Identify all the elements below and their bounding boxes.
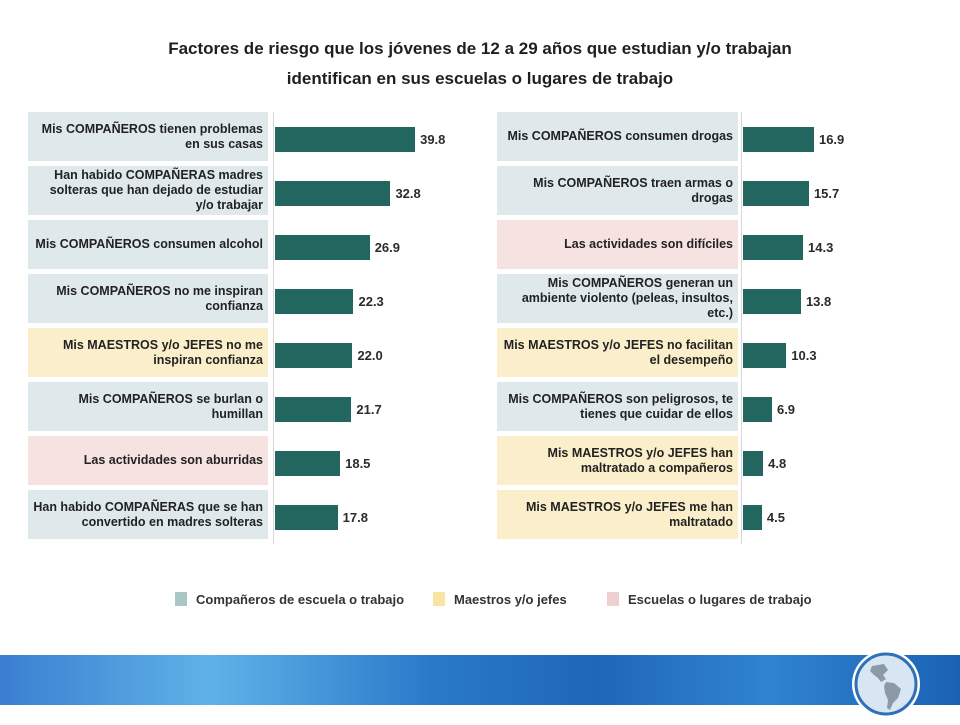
- right-bar-chart: Mis COMPAÑEROS consumen drogas 16.9 Mis CO…: [497, 112, 857, 544]
- right-category-label: Las actividades son difíciles: [497, 220, 738, 269]
- right-bar: [743, 181, 809, 206]
- right-chart-row: Mis MAESTROS y/o JEFES no facilitan el d…: [497, 328, 857, 378]
- right-chart-row: Mis COMPAÑEROS generan un ambiente viole…: [497, 274, 857, 324]
- left-value-label: 26.9: [374, 240, 400, 255]
- left-axis-line: [273, 112, 274, 544]
- left-category-label: Mis MAESTROS y/o JEFES no me inspiran co…: [28, 328, 268, 377]
- left-value-label: 39.8: [420, 132, 446, 147]
- legend-item-companeros: Compañeros de escuela o trabajo: [175, 586, 404, 612]
- right-value-label: 10.3: [791, 348, 817, 363]
- right-bar: [743, 235, 804, 260]
- right-category-label: Mis COMPAÑEROS consumen drogas: [497, 112, 738, 161]
- right-category-label: Mis COMPAÑEROS son peligrosos, te tienes…: [497, 382, 738, 431]
- legend-swatch-escuelas: [607, 592, 619, 606]
- left-bar: [275, 235, 370, 260]
- left-value-label: 18.5: [345, 456, 371, 471]
- left-bar: [275, 343, 353, 368]
- left-chart-row: Mis COMPAÑEROS consumen alcohol 26.9: [28, 220, 468, 270]
- legend-label-escuelas: Escuelas o lugares de trabajo: [628, 591, 812, 607]
- right-chart-row: Las actividades son difíciles 14.3: [497, 220, 857, 270]
- right-value-label: 16.9: [818, 132, 845, 147]
- left-bar: [275, 451, 341, 476]
- right-chart-row: Mis MAESTROS y/o JEFES han maltratado a …: [497, 436, 857, 486]
- right-value-label: 4.8: [768, 456, 787, 471]
- left-category-label: Mis COMPAÑEROS no me inspiran confianza: [28, 274, 268, 323]
- legend: Compañeros de escuela o trabajo Maestros…: [175, 586, 895, 612]
- footer-banner: [0, 655, 960, 705]
- left-bar: [275, 127, 416, 152]
- left-chart-row: Han habido COMPAÑERAS que se han convert…: [28, 490, 468, 540]
- left-value-label: 22.0: [357, 348, 383, 363]
- left-category-label: Mis COMPAÑEROS tienen problemas en sus c…: [28, 112, 268, 161]
- legend-swatch-maestros: [433, 592, 445, 606]
- left-chart-row: Mis COMPAÑEROS no me inspiran confianza 2…: [28, 274, 468, 324]
- legend-item-maestros: Maestros y/o jefes: [433, 586, 567, 612]
- legend-label-maestros: Maestros y/o jefes: [454, 591, 567, 607]
- left-bar: [275, 505, 338, 530]
- right-value-label: 6.9: [776, 402, 796, 417]
- left-bar: [275, 397, 352, 422]
- left-chart-row: Las actividades son aburridas 18.5: [28, 436, 468, 486]
- left-category-label: Mis COMPAÑEROS se burlan o humillan: [28, 382, 268, 431]
- chart-title-line-2: identifican en sus escuelas o lugares de…: [286, 69, 674, 88]
- left-chart-row: Mis MAESTROS y/o JEFES no me inspiran co…: [28, 328, 468, 378]
- right-bar: [743, 127, 814, 152]
- right-bar: [743, 343, 787, 368]
- right-category-label: Mis MAESTROS y/o JEFES me han maltratado: [497, 490, 738, 539]
- left-category-label: Han habido COMPAÑERAS que se han convert…: [28, 490, 268, 539]
- left-bar-chart: Mis COMPAÑEROS tienen problemas en sus c…: [28, 112, 468, 544]
- left-bar: [275, 181, 391, 206]
- left-bar: [275, 289, 354, 314]
- legend-swatch-companeros: [175, 592, 187, 606]
- left-chart-row: Han habido COMPAÑERAS madres solteras qu…: [28, 166, 468, 216]
- legend-label-companeros: Compañeros de escuela o trabajo: [196, 591, 405, 607]
- americas-globe-logo: [850, 648, 922, 720]
- left-chart-row: Mis COMPAÑEROS se burlan o humillan 21.7: [28, 382, 468, 432]
- right-bar: [743, 289, 801, 314]
- right-category-label: Mis COMPAÑEROS generan un ambiente viole…: [497, 274, 738, 323]
- left-chart-row: Mis COMPAÑEROS tienen problemas en sus c…: [28, 112, 468, 162]
- right-value-label: 4.5: [766, 510, 785, 525]
- right-chart-row: Mis MAESTROS y/o JEFES me han maltratado…: [497, 490, 857, 540]
- right-category-label: Mis COMPAÑEROS traen armas o drogas: [497, 166, 738, 215]
- right-axis-line: [741, 112, 742, 544]
- right-bar: [743, 451, 764, 476]
- right-value-label: 14.3: [808, 240, 834, 255]
- left-category-label: Las actividades son aburridas: [28, 436, 268, 485]
- left-value-label: 21.7: [356, 402, 382, 417]
- right-bar: [743, 397, 772, 422]
- left-value-label: 22.3: [358, 294, 384, 309]
- right-chart-row: Mis COMPAÑEROS consumen drogas 16.9: [497, 112, 857, 162]
- right-chart-row: Mis COMPAÑEROS son peligrosos, te tienes…: [497, 382, 857, 432]
- right-category-label: Mis MAESTROS y/o JEFES no facilitan el d…: [497, 328, 738, 377]
- right-value-label: 13.8: [805, 294, 832, 309]
- left-category-label: Han habido COMPAÑERAS madres solteras qu…: [28, 166, 268, 215]
- legend-item-escuelas: Escuelas o lugares de trabajo: [607, 586, 812, 612]
- right-bar: [743, 505, 762, 530]
- left-category-label: Mis COMPAÑEROS consumen alcohol: [28, 220, 268, 269]
- left-value-label: 32.8: [395, 186, 421, 201]
- right-category-label: Mis MAESTROS y/o JEFES han maltratado a …: [497, 436, 738, 485]
- left-value-label: 17.8: [342, 510, 368, 525]
- right-chart-row: Mis COMPAÑEROS traen armas o drogas 15.7: [497, 166, 857, 216]
- right-value-label: 15.7: [813, 186, 840, 201]
- chart-title-line-1: Factores de riesgo que los jóvenes de 12…: [168, 39, 792, 58]
